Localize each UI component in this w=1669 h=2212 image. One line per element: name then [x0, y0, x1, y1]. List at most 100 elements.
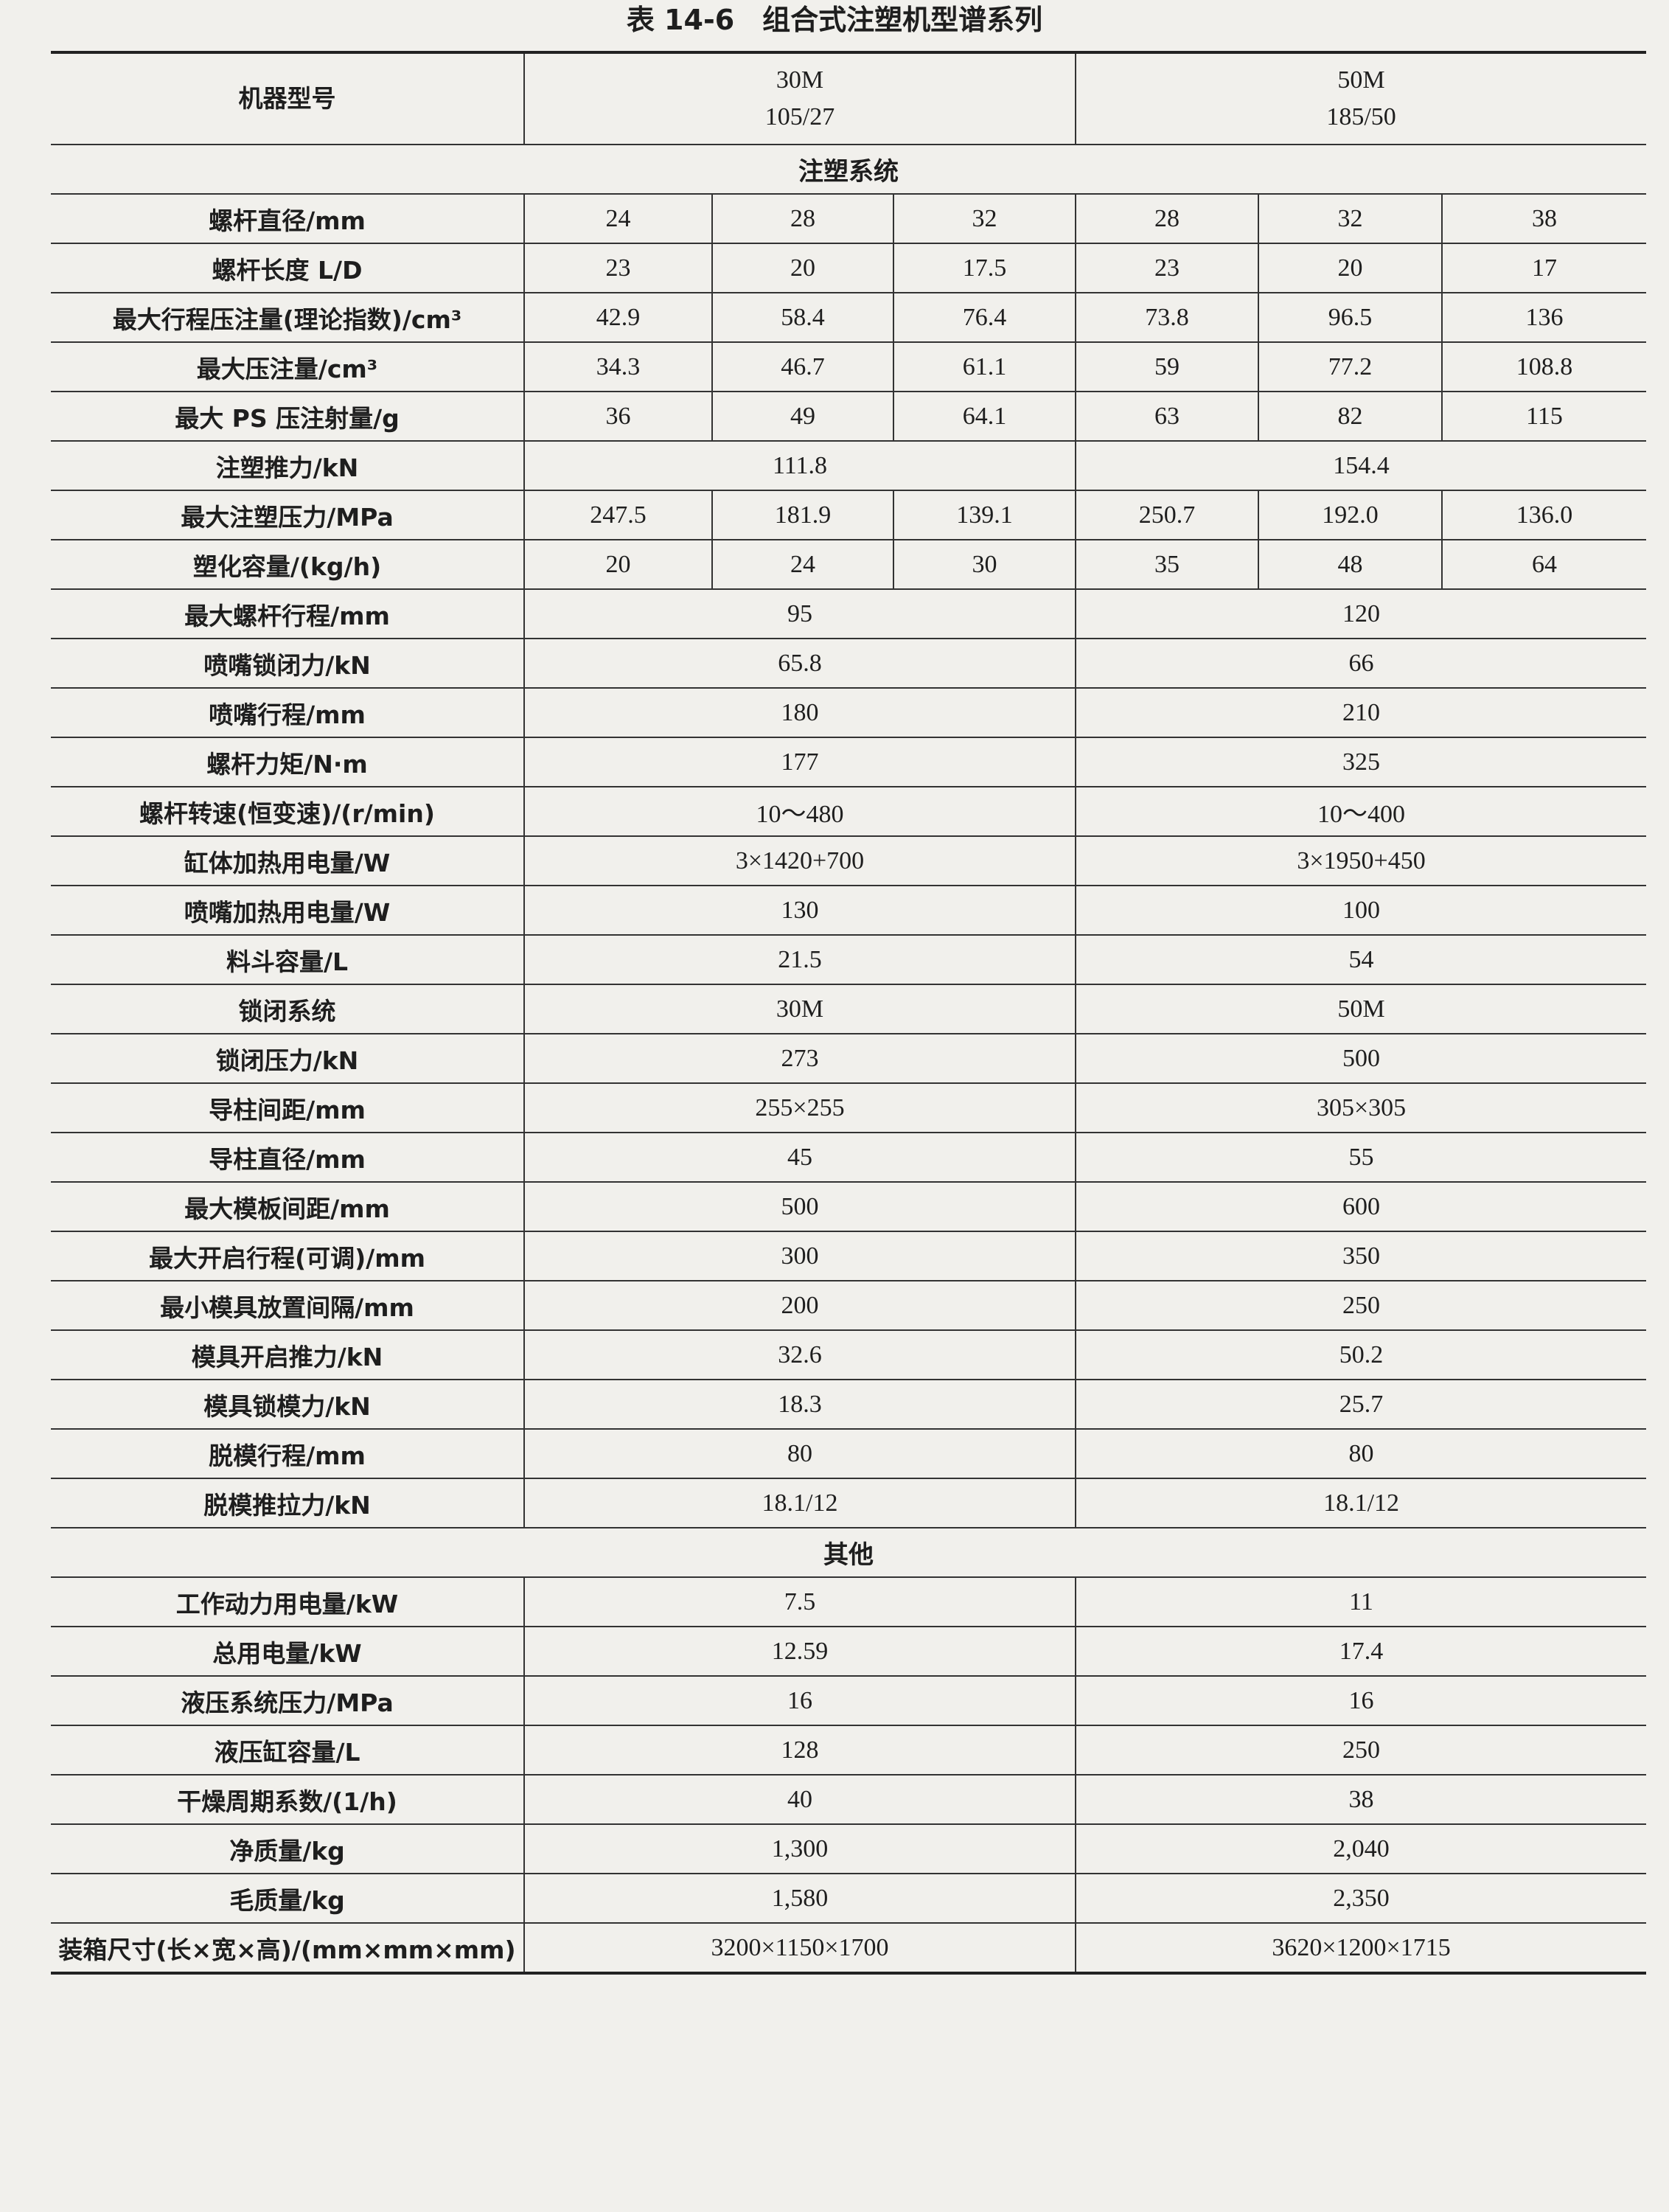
cell: 20 — [523, 539, 713, 590]
cell: 130 — [523, 885, 1077, 936]
data-row: 最大 PS 压注射量/g 36 49 64.1 63 82 115 — [51, 391, 1647, 442]
cell: 76.4 — [892, 292, 1077, 343]
row-label: 最大注塑压力/MPa — [51, 490, 525, 540]
cell: 46.7 — [711, 341, 894, 392]
cell: 325 — [1075, 737, 1647, 787]
row-label: 喷嘴行程/mm — [51, 687, 525, 738]
cell: 38 — [1075, 1774, 1647, 1825]
data-row: 液压缸容量/L 128 250 — [51, 1725, 1647, 1775]
row-label: 最小模具放置间隔/mm — [51, 1280, 525, 1331]
row-label: 导柱直径/mm — [51, 1132, 525, 1183]
cell: 136 — [1441, 292, 1647, 343]
data-row: 净质量/kg 1,300 2,040 — [51, 1823, 1647, 1874]
data-row: 最大开启行程(可调)/mm 300 350 — [51, 1231, 1647, 1281]
cell: 54 — [1075, 934, 1647, 985]
cell: 200 — [523, 1280, 1077, 1331]
cell: 2,040 — [1075, 1823, 1647, 1874]
row-label: 最大行程压注量(理论指数)/cm³ — [51, 292, 525, 343]
cell: 17 — [1441, 243, 1647, 293]
data-row: 总用电量/kW 12.59 17.4 — [51, 1626, 1647, 1677]
cell: 24 — [523, 193, 713, 244]
data-row: 工作动力用电量/kW 7.5 11 — [51, 1576, 1647, 1627]
cell: 45 — [523, 1132, 1077, 1183]
data-row: 脱模行程/mm 80 80 — [51, 1428, 1647, 1479]
table-title: 表 14-6 组合式注塑机型谱系列 — [626, 4, 1043, 36]
cell: 247.5 — [523, 490, 713, 540]
cell: 65.8 — [523, 638, 1077, 689]
cell: 10～480 — [523, 786, 1077, 837]
row-label: 螺杆长度 L/D — [51, 243, 525, 293]
row-label: 锁闭压力/kN — [51, 1033, 525, 1084]
cell: 250 — [1075, 1280, 1647, 1331]
row-label: 螺杆转速(恒变速)/(r/min) — [51, 786, 525, 837]
row-label: 注塑推力/kN — [51, 440, 525, 491]
row-label: 工作动力用电量/kW — [51, 1576, 525, 1627]
model-name: 30M — [776, 66, 824, 94]
cell: 63 — [1075, 391, 1260, 442]
cell: 16 — [1075, 1675, 1647, 1726]
cell: 180 — [523, 687, 1077, 738]
cell: 28 — [711, 193, 894, 244]
cell: 25.7 — [1075, 1379, 1647, 1430]
cell: 23 — [1075, 243, 1260, 293]
row-label: 装箱尺寸(长×宽×高)/(mm×mm×mm) — [51, 1922, 525, 1974]
cell: 250.7 — [1075, 490, 1260, 540]
row-label: 喷嘴加热用电量/W — [51, 885, 525, 936]
cell: 3×1420+700 — [523, 835, 1077, 886]
data-row: 螺杆长度 L/D 23 20 17.5 23 20 17 — [51, 243, 1647, 293]
data-row: 模具锁模力/kN 18.3 25.7 — [51, 1379, 1647, 1430]
data-row: 料斗容量/L 21.5 54 — [51, 934, 1647, 985]
row-label: 导柱间距/mm — [51, 1082, 525, 1133]
cell: 48 — [1258, 539, 1443, 590]
cell: 2,350 — [1075, 1873, 1647, 1924]
data-row: 液压系统压力/MPa 16 16 — [51, 1675, 1647, 1726]
cell: 50.2 — [1075, 1329, 1647, 1380]
model-sub: 105/27 — [764, 103, 835, 131]
section-row: 其他 — [51, 1527, 1647, 1578]
data-row: 锁闭系统 30M 50M — [51, 984, 1647, 1034]
row-label: 净质量/kg — [51, 1823, 525, 1874]
data-row: 最大压注量/cm³ 34.3 46.7 61.1 59 77.2 108.8 — [51, 341, 1647, 392]
cell: 3620×1200×1715 — [1075, 1922, 1647, 1974]
cell: 49 — [711, 391, 894, 442]
row-label: 模具锁模力/kN — [51, 1379, 525, 1430]
cell: 64 — [1441, 539, 1647, 590]
cell: 58.4 — [711, 292, 894, 343]
data-row: 螺杆力矩/N·m 177 325 — [51, 737, 1647, 787]
cell: 34.3 — [523, 341, 713, 392]
row-label: 液压缸容量/L — [51, 1725, 525, 1775]
data-row: 螺杆转速(恒变速)/(r/min) 10～480 10～400 — [51, 786, 1647, 837]
data-row: 最大模板间距/mm 500 600 — [51, 1181, 1647, 1232]
cell: 18.3 — [523, 1379, 1077, 1430]
cell: 64.1 — [892, 391, 1077, 442]
cell: 305×305 — [1075, 1082, 1647, 1133]
cell: 73.8 — [1075, 292, 1260, 343]
row-label: 料斗容量/L — [51, 934, 525, 985]
cell: 80 — [1075, 1428, 1647, 1479]
cell: 500 — [523, 1181, 1077, 1232]
cell: 55 — [1075, 1132, 1647, 1183]
cell: 273 — [523, 1033, 1077, 1084]
cell: 11 — [1075, 1576, 1647, 1627]
cell: 66 — [1075, 638, 1647, 689]
cell: 38 — [1441, 193, 1647, 244]
cell: 20 — [711, 243, 894, 293]
cell: 23 — [523, 243, 713, 293]
model-name: 50M — [1337, 66, 1385, 94]
cell: 40 — [523, 1774, 1077, 1825]
row-label: 最大开启行程(可调)/mm — [51, 1231, 525, 1281]
data-row: 螺杆直径/mm 24 28 32 28 32 38 — [51, 193, 1647, 244]
cell: 42.9 — [523, 292, 713, 343]
cell: 300 — [523, 1231, 1077, 1281]
cell: 82 — [1258, 391, 1443, 442]
cell: 24 — [711, 539, 894, 590]
cell: 28 — [1075, 193, 1260, 244]
data-row: 喷嘴行程/mm 180 210 — [51, 687, 1647, 738]
cell: 16 — [523, 1675, 1077, 1726]
cell: 17.4 — [1075, 1626, 1647, 1677]
data-row: 注塑推力/kN 111.8 154.4 — [51, 440, 1647, 491]
section-title: 注塑系统 — [51, 144, 1647, 195]
cell: 30M — [523, 984, 1077, 1034]
data-row: 毛质量/kg 1,580 2,350 — [51, 1873, 1647, 1924]
